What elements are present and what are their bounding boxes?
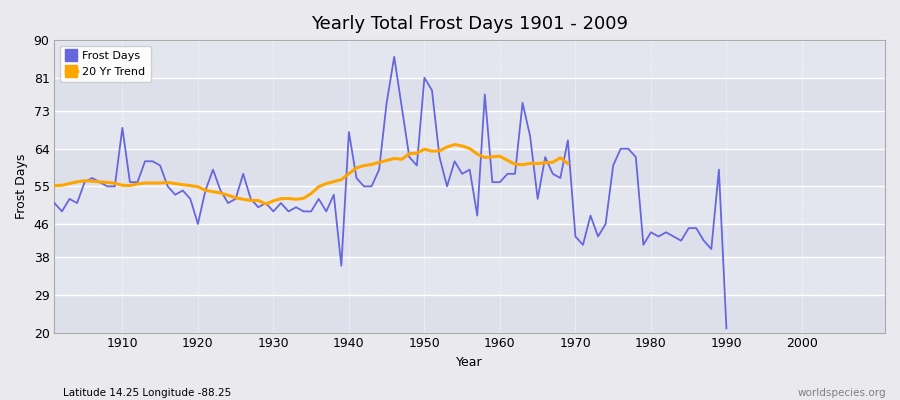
Frost Days (275, 201, 286, 206)
Bar (54, 78, 885, 111)
20 Yr Trend (351, 166, 362, 170)
Title: Yearly Total Frost Days 1901 - 2009: Yearly Total Frost Days 1901 - 2009 (311, 15, 628, 33)
Y-axis label: Frost Days: Frost Days (15, 154, 28, 219)
20 Yr Trend (132, 182, 143, 186)
20 Yr Trend (49, 183, 59, 188)
Line: 20 Yr Trend: 20 Yr Trend (54, 144, 568, 204)
20 Yr Trend (457, 144, 468, 148)
Frost Days (865, 226, 876, 230)
Frost Days (320, 209, 331, 214)
20 Yr Trend (86, 179, 97, 184)
Legend: Frost Days, 20 Yr Trend: Frost Days, 20 Yr Trend (60, 46, 151, 82)
20 Yr Trend (449, 142, 460, 147)
Frost Days (49, 201, 59, 206)
Text: Latitude 14.25 Longitude -88.25: Latitude 14.25 Longitude -88.25 (63, 388, 231, 398)
Frost Days (585, 213, 596, 218)
20 Yr Trend (260, 202, 271, 206)
Line: Frost Days: Frost Days (54, 57, 870, 328)
Frost Days (494, 180, 505, 184)
Bar (54, 295, 885, 332)
Frost Days (110, 184, 121, 189)
20 Yr Trend (555, 155, 566, 160)
Bar (54, 224, 885, 257)
Text: worldspecies.org: worldspecies.org (798, 388, 886, 398)
X-axis label: Year: Year (456, 356, 483, 369)
20 Yr Trend (562, 161, 573, 166)
Frost Days (487, 180, 498, 184)
20 Yr Trend (148, 181, 158, 186)
Bar (54, 149, 885, 186)
